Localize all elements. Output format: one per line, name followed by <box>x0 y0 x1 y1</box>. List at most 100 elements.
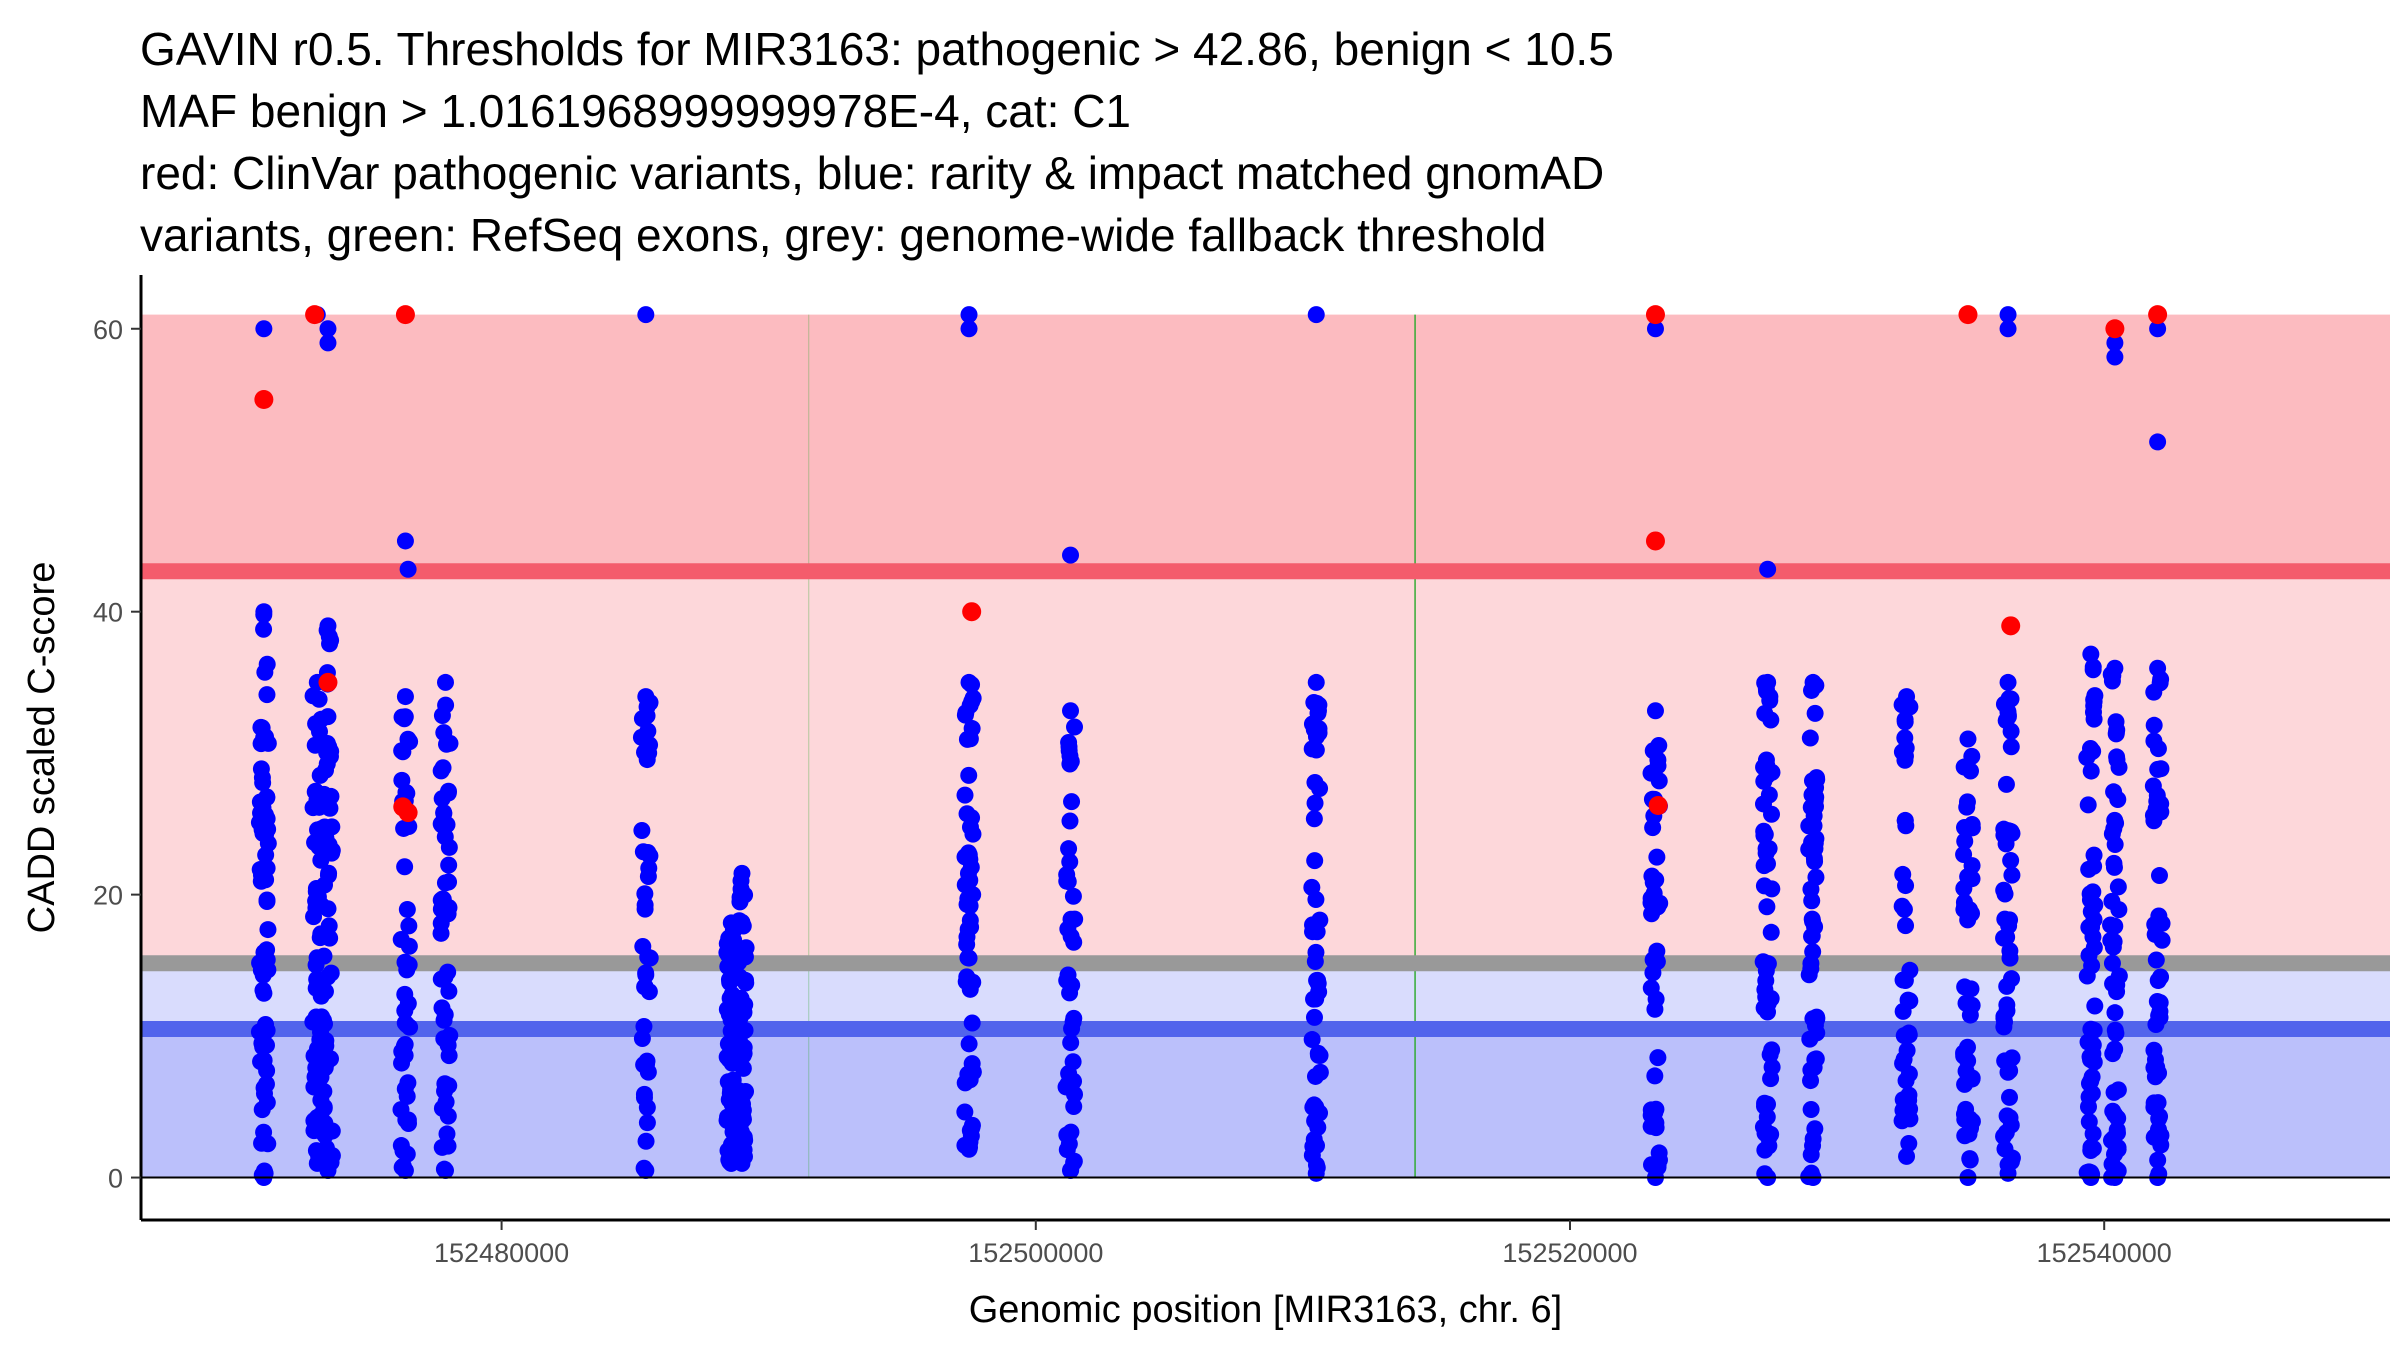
gnomad-point <box>1644 819 1662 837</box>
gnomad-point <box>1963 1070 1981 1088</box>
gnomad-point <box>1956 832 1974 850</box>
title-line-1: GAVIN r0.5. Thresholds for MIR3163: path… <box>140 23 1614 75</box>
chart-title: GAVIN r0.5. Thresholds for MIR3163: path… <box>140 18 2360 266</box>
gnomad-point <box>636 978 654 996</box>
gnomad-point <box>2145 1098 2163 1116</box>
gnomad-point <box>1649 1049 1667 1067</box>
gnomad-point <box>322 964 340 982</box>
gnomad-point <box>253 1101 271 1119</box>
gnomad-point <box>315 947 333 965</box>
gnomad-point <box>255 320 273 338</box>
gnomad-point <box>1898 1041 1916 1059</box>
gnomad-point <box>1305 810 1323 828</box>
gnomad-point <box>1803 833 1821 851</box>
gnomad-point <box>1306 773 1324 791</box>
gnomad-point <box>436 968 454 986</box>
gnomad-point <box>392 1101 410 1119</box>
gnomad-point <box>1955 1044 1973 1062</box>
gnomad-point <box>733 1130 751 1148</box>
gnomad-point <box>1805 1058 1823 1076</box>
gnomad-point <box>1311 1046 1329 1064</box>
gnomad-point <box>2103 954 2121 972</box>
gnomad-point <box>636 896 654 914</box>
gnomad-point <box>2106 1004 2124 1022</box>
gnomad-point <box>1996 885 2014 903</box>
gnomad-point <box>319 1161 337 1179</box>
gnomad-point <box>257 846 275 864</box>
gnomad-point <box>1305 1096 1323 1114</box>
gnomad-point <box>635 1085 653 1103</box>
title-line-3: red: ClinVar pathogenic variants, blue: … <box>140 147 1605 199</box>
gnomad-point <box>1064 887 1082 905</box>
gnomad-point <box>399 1074 417 1092</box>
gnomad-point <box>1802 1100 1820 1118</box>
gnomad-point <box>2107 1025 2125 1043</box>
clinvar-point <box>395 305 415 325</box>
gnomad-point <box>963 1014 981 1032</box>
gnomad-point <box>734 917 752 935</box>
gnomad-point <box>959 890 977 908</box>
gnomad-point <box>2149 972 2167 990</box>
gnomad-point <box>960 306 978 324</box>
gnomad-point <box>964 973 982 991</box>
gnomad-point <box>2104 938 2122 956</box>
gnomad-point <box>959 1065 977 1083</box>
gnomad-point <box>436 906 454 924</box>
gnomad-point <box>1063 1020 1081 1038</box>
gnomad-point <box>1755 772 1773 790</box>
gnomad-point <box>2149 1151 2167 1169</box>
gnomad-point <box>2150 867 2168 885</box>
gnomad-point <box>958 935 976 953</box>
gnomad-point <box>257 1016 275 1034</box>
gnomad-point <box>392 930 410 948</box>
clinvar-point <box>318 672 338 692</box>
gnomad-point <box>2079 796 2097 814</box>
gnomad-point <box>1756 825 1774 843</box>
gnomad-point <box>316 983 334 1001</box>
gnomad-point <box>1062 702 1080 720</box>
gnomad-point <box>1959 730 1977 748</box>
clinvar-point <box>2001 616 2021 636</box>
gnomad-point <box>1646 702 1664 720</box>
gnomad-point <box>258 941 276 959</box>
gnomad-point <box>433 790 451 808</box>
gnomad-point <box>1306 852 1324 870</box>
gnomad-point <box>396 1014 414 1032</box>
gnomad-point <box>1646 1067 1664 1085</box>
gnomad-point <box>2003 1049 2021 1067</box>
gnomad-point <box>2149 760 2167 778</box>
gnomad-point <box>1310 720 1328 738</box>
gnomad-point <box>2147 951 2165 969</box>
gnomad-point <box>321 929 339 947</box>
gnomad-point <box>963 720 981 738</box>
band-pathogenic <box>141 314 2390 572</box>
gnomad-point <box>319 334 337 352</box>
x-tick-label: 152480000 <box>434 1238 569 1268</box>
gnomad-point <box>641 736 659 754</box>
gnomad-point <box>438 1125 456 1143</box>
gnomad-point <box>2108 983 2126 1001</box>
gnomad-point <box>2105 854 2123 872</box>
gnomad-point <box>2106 1106 2124 1124</box>
gnomad-point <box>1066 910 1084 928</box>
gnomad-point <box>252 760 270 778</box>
gnomad-point <box>2144 777 2162 795</box>
y-tick-label: 0 <box>108 1164 123 1194</box>
gnomad-point <box>2082 916 2100 934</box>
gnomad-point <box>1303 1031 1321 1049</box>
gnomad-point <box>259 734 277 752</box>
gnomad-point <box>1803 927 1821 945</box>
gnomad-point <box>1650 772 1668 790</box>
band-benign <box>141 1029 2390 1178</box>
gnomad-point <box>2080 1113 2098 1131</box>
gnomad-point <box>1305 1008 1323 1026</box>
clinvar-point <box>1958 305 1978 325</box>
x-tick-label: 152500000 <box>968 1238 1103 1268</box>
gnomad-point <box>1999 703 2017 721</box>
gnomad-point <box>959 920 977 938</box>
gnomad-point <box>960 1035 978 1053</box>
gnomad-point <box>1806 704 1824 722</box>
gnomad-point <box>1808 771 1826 789</box>
gnomad-point <box>319 617 337 635</box>
gnomad-point <box>956 1103 974 1121</box>
